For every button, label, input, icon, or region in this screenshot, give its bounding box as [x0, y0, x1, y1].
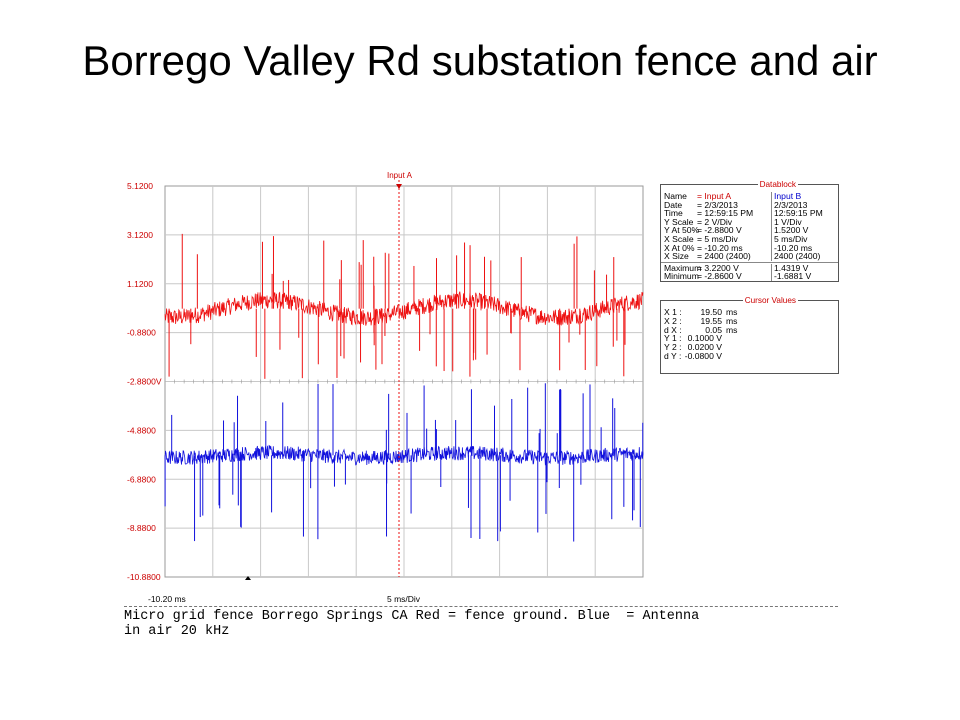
slide-title: Borrego Valley Rd substation fence and a…	[82, 37, 878, 84]
trace-line	[164, 291, 644, 326]
cursor-value-row: Y 2 : 0.0200 V	[661, 343, 838, 352]
cursor-cell-unit: ms	[726, 315, 738, 326]
datablock-row: Minimum = -2.8600 V -1.6881 V	[661, 272, 838, 281]
trigger-arrow	[245, 576, 251, 580]
datablock-cell-a: = -10.20 ms	[697, 242, 743, 253]
datablock-cell-b: -10.20 ms	[771, 243, 838, 253]
cursor-value-row: X 1 : 19.50 ms	[661, 308, 838, 317]
cursor-cell-unit: ms	[726, 324, 738, 335]
datablock-cell-a: = -2.8800 V	[697, 225, 742, 236]
y-tick-labels: 5.1200 3.1200 1.1200 -0.8800 -2.8800V -4.8800…	[127, 181, 162, 582]
cursor-cell-value: 0.0200 V	[687, 342, 722, 353]
x-scale-label: 5 ms/Div	[387, 594, 421, 604]
datablock-cell-a: = 5 ms/Div	[697, 233, 738, 244]
cursor-values-title: Cursor Values	[742, 296, 798, 306]
datablock-row: Y Scale = 2 V/Div 1 V/Div	[661, 218, 838, 227]
chart-markers: Input A -10.20 ms 5 ms/Div	[148, 171, 421, 604]
datablock-cell-label: Maximum	[664, 262, 702, 273]
y-tick-label: -4.8800	[127, 425, 156, 435]
cursor-value-row: d Y : -0.0800 V	[661, 352, 838, 361]
chart-grid	[164, 185, 644, 578]
y-tick-label: 1.1200	[127, 279, 153, 289]
y-tick-label: -6.8800	[127, 474, 156, 484]
datablock-cell-label: Minimum	[664, 271, 699, 282]
oscilloscope-chart: 5.1200 3.1200 1.1200 -0.8800 -2.8800V -4.8800…	[127, 171, 644, 604]
datablock-cell-label: X Scale	[664, 233, 694, 244]
cursor-cell-value: 19.55	[700, 315, 722, 326]
cursor-values-panel: Cursor Values X 1 :19.50 ms X 2 :19.55 ms d …	[660, 296, 839, 374]
y-tick-label: -0.8800	[127, 328, 156, 338]
datablock-cell-label: Y At 50%	[664, 225, 700, 236]
datablock-cell-a: = 12:59:15 PM	[697, 208, 754, 219]
series-input-a	[164, 233, 644, 379]
cursor-cell-value: -0.0800 V	[684, 350, 722, 361]
cursor-value-row: Y 1 : 0.1000 V	[661, 334, 838, 343]
cursor-cell-unit	[722, 352, 726, 361]
datablock-cell-label: Time	[664, 208, 683, 219]
datablock-cell-a: = 3.2200 V	[697, 262, 739, 273]
datablock-cell-label: Date	[664, 199, 683, 210]
datablock-cell-b: 1 V/Div	[771, 218, 838, 227]
datablock-row: X Scale = 5 ms/Div 5 ms/Div	[661, 235, 838, 244]
series-input-b	[164, 383, 644, 542]
marker-label: Input A	[387, 171, 413, 180]
datablock-cell-label: Name	[664, 191, 687, 201]
cursor-cell-label: Y 2 :	[664, 342, 682, 353]
datablock-row: Date = 2/3/2013 2/3/2013	[661, 199, 838, 210]
y-tick-label: -8.8800	[127, 523, 156, 533]
datablock-title: Datablock	[757, 180, 798, 190]
datablock-cell-a: = 2 V/Div	[697, 216, 733, 227]
datablock-row: X At 0% = -10.20 ms -10.20 ms	[661, 242, 838, 253]
cursor-cell-unit: ms	[726, 307, 738, 317]
cursor-cell-label: X 1 :	[664, 307, 682, 317]
datablock-cell-b: 1.5200 V	[771, 226, 838, 235]
marker-arrow	[396, 184, 402, 189]
y-tick-label: 3.1200	[127, 230, 153, 240]
cursor-cell-value: 0.05	[705, 324, 722, 335]
datablock-row: X Size = 2400 (2400) 2400 (2400)	[661, 252, 838, 261]
cursor-cell-value: 0.1000 V	[687, 333, 722, 344]
y-tick-label: -10.8800	[127, 572, 161, 582]
datablock-row: Maximum = 3.2200 V 1.4319 V	[661, 261, 838, 273]
cursor-cell-unit	[722, 334, 726, 343]
datablock-cell-b: -1.6881 V	[771, 272, 838, 281]
cursor-cell-unit	[722, 343, 726, 352]
datablock-cell-b: Input B	[771, 192, 838, 201]
x-start-label: -10.20 ms	[148, 594, 186, 604]
cursor-cell-label: Y 1 :	[664, 333, 682, 344]
cursor-cell-value: 19.50	[700, 307, 722, 317]
datablock-cell-b: 1.4319 V	[771, 264, 838, 273]
cursor-cell-label: d Y :	[664, 350, 682, 361]
datablock-cell-b: 2/3/2013	[771, 200, 838, 210]
cursor-cell-label: X 2 :	[664, 315, 682, 326]
trace-line	[164, 444, 644, 466]
cursor-value-row: d X : 0.05 ms	[661, 324, 838, 335]
cursor-value-row: X 2 : 19.55 ms	[661, 315, 838, 326]
y-tick-label: -2.8800V	[127, 377, 162, 387]
datablock-row: Time = 12:59:15 PM 12:59:15 PM	[661, 209, 838, 218]
datablock-cell-label: X Size	[664, 251, 689, 262]
datablock-cell-a: = 2400 (2400)	[697, 251, 751, 262]
cursor-cell-label: d X :	[664, 324, 682, 335]
caption-divider	[124, 606, 838, 607]
datablock-cell-a: = 2/3/2013	[697, 199, 738, 210]
datablock-row: Name = Input A Input B	[661, 192, 838, 201]
datablock-row: Y At 50% = -2.8800 V 1.5200 V	[661, 226, 838, 235]
datablock-cell-b: 2400 (2400)	[771, 252, 838, 261]
datablock-cell-label: Y Scale	[664, 216, 694, 227]
datablock-cell-a: = Input A	[697, 191, 732, 201]
datablock-cell-label: X At 0%	[664, 242, 695, 253]
datablock-cell-a: = -2.8600 V	[697, 271, 742, 282]
datablock-panel: Datablock Name = Input A Input B Date = 2/3/…	[660, 180, 839, 282]
datablock-cell-b: 12:59:15 PM	[771, 209, 838, 218]
y-tick-label: 5.1200	[127, 181, 153, 191]
datablock-cell-b: 5 ms/Div	[771, 235, 838, 244]
slide-caption: Micro grid fence Borrego Springs CA Red …	[124, 609, 700, 639]
